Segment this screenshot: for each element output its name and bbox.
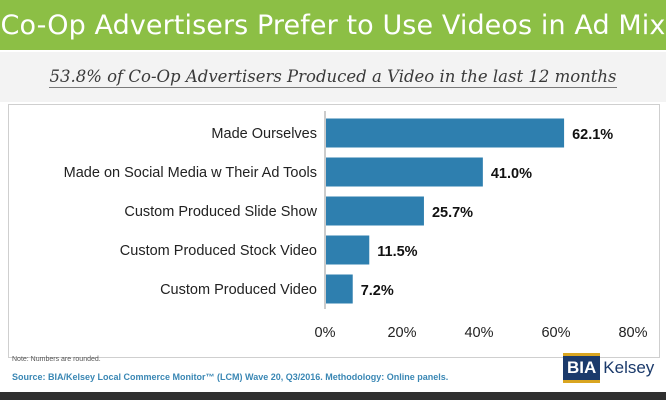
data-label: 41.0%	[491, 166, 532, 182]
data-label: 25.7%	[432, 205, 473, 221]
category-label: Custom Produced Slide Show	[124, 204, 317, 220]
footnote: Note: Numbers are rounded.	[12, 356, 101, 363]
source-citation: Source: BIA/Kelsey Local Commerce Monito…	[12, 372, 449, 382]
bar	[326, 118, 565, 148]
bar	[326, 274, 353, 304]
chart-panel: Made Ourselves 62.1% Made on Social Media …	[8, 104, 660, 358]
chart-subtitle: 53.8% of Co-Op Advertisers Produced a Vi…	[49, 66, 617, 88]
chart-title: Co-Op Advertisers Prefer to Use Videos i…	[0, 9, 666, 41]
x-tick-label: 60%	[541, 325, 570, 341]
bar-chart: Made Ourselves 62.1% Made on Social Media …	[64, 111, 648, 341]
x-tick-label: 40%	[464, 325, 493, 341]
category-label: Made Ourselves	[211, 126, 317, 142]
bia-kelsey-logo: BIA Kelsey	[563, 353, 656, 383]
data-label: 7.2%	[361, 283, 394, 299]
subtitle-band: 53.8% of Co-Op Advertisers Produced a Vi…	[0, 52, 666, 102]
bar	[326, 196, 424, 226]
logo-kelsey: Kelsey	[603, 358, 655, 377]
bottom-strip	[0, 392, 666, 400]
category-label: Custom Produced Video	[160, 282, 317, 298]
bar	[326, 235, 370, 265]
data-label: 62.1%	[572, 127, 613, 143]
logo-bia: BIA	[563, 353, 601, 383]
header-banner: Co-Op Advertisers Prefer to Use Videos i…	[0, 0, 666, 50]
category-label: Made on Social Media w Their Ad Tools	[64, 165, 317, 181]
x-tick-label: 20%	[387, 325, 416, 341]
x-tick-label: 80%	[618, 325, 647, 341]
category-label: Custom Produced Stock Video	[120, 243, 317, 259]
bar	[326, 157, 483, 187]
x-tick-label: 0%	[315, 325, 336, 341]
data-label: 11.5%	[377, 244, 417, 260]
